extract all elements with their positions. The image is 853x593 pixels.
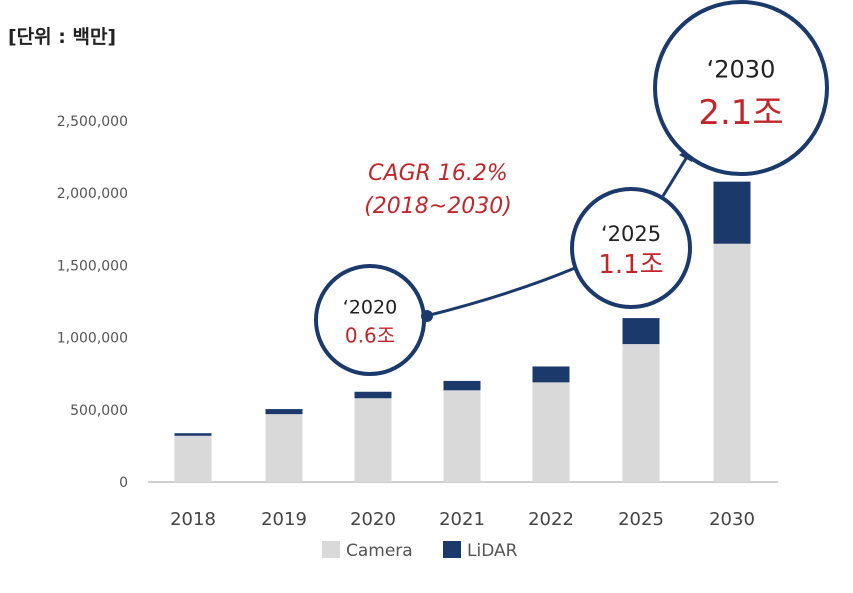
- callout-circle-2020: [314, 264, 426, 376]
- y-tick-label: 1,000,000: [57, 331, 128, 347]
- callout-year-2030: ‘2030: [707, 56, 776, 84]
- legend-swatch-camera: [322, 541, 340, 558]
- bar-camera-2030: [713, 243, 751, 482]
- bar-lidar-2019: [265, 409, 303, 415]
- x-tick-label: 2022: [528, 509, 574, 530]
- x-tick-label: 2019: [261, 509, 307, 530]
- arrow-start-dot: [421, 310, 433, 322]
- x-tick-label: 2020: [350, 509, 396, 530]
- growth-arrow-line-1: [425, 266, 576, 318]
- x-tick-label: 2030: [709, 509, 755, 530]
- unit-label: [단위 : 백만]: [8, 26, 117, 48]
- legend-label-camera: Camera: [346, 541, 413, 561]
- bar-lidar-2021: [443, 380, 481, 391]
- bar-camera-2022: [532, 382, 570, 482]
- legend-swatch-lidar: [443, 541, 461, 558]
- bar-lidar-2020: [354, 391, 392, 399]
- bar-lidar-2018: [174, 433, 212, 436]
- callout-value-2025: 1.1조: [598, 250, 663, 280]
- callout-year-2020: ‘2020: [343, 297, 397, 319]
- bar-lidar-2025: [622, 318, 660, 345]
- callout-year-2025: ‘2025: [601, 222, 661, 246]
- y-tick-label: 1,500,000: [57, 258, 128, 274]
- callout-value-2030: 2.1조: [698, 93, 783, 133]
- y-tick-label: 500,000: [70, 403, 128, 419]
- y-tick-label: 0: [119, 475, 128, 491]
- x-tick-label: 2025: [618, 509, 664, 530]
- cagr-label: CAGR 16.2%: [368, 161, 508, 186]
- callout-circle-2025: [570, 187, 692, 309]
- y-tick-label: 2,500,000: [57, 114, 128, 130]
- callout-value-2020: 0.6조: [345, 324, 395, 348]
- bar-lidar-2030: [713, 181, 751, 244]
- bar-camera-2020: [354, 398, 392, 482]
- bar-camera-2021: [443, 390, 481, 482]
- bar-camera-2025: [622, 344, 660, 482]
- x-tick-label: 2018: [170, 509, 216, 530]
- cagr-period-label: (2018~2030): [364, 194, 512, 219]
- legend-label-lidar: LiDAR: [467, 541, 518, 561]
- bar-camera-2018: [174, 435, 212, 482]
- bar-camera-2019: [265, 414, 303, 482]
- bar-lidar-2022: [532, 366, 570, 383]
- growth-arrow-line-2: [661, 151, 692, 197]
- y-tick-label: 2,000,000: [57, 186, 128, 202]
- callout-circle-2030: [653, 0, 829, 176]
- x-tick-label: 2021: [439, 509, 485, 530]
